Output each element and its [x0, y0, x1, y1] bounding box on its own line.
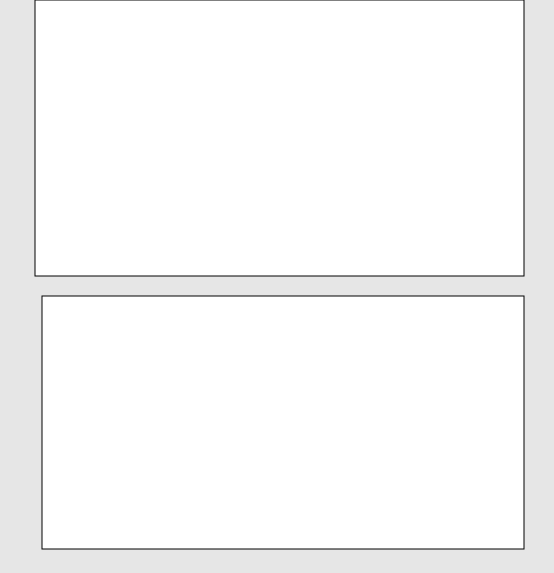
impedance-plot-area: [34, 0, 525, 277]
impedance-chart: [34, 0, 525, 277]
swr-chart: [41, 295, 525, 550]
swr-plot-area: [41, 295, 525, 550]
